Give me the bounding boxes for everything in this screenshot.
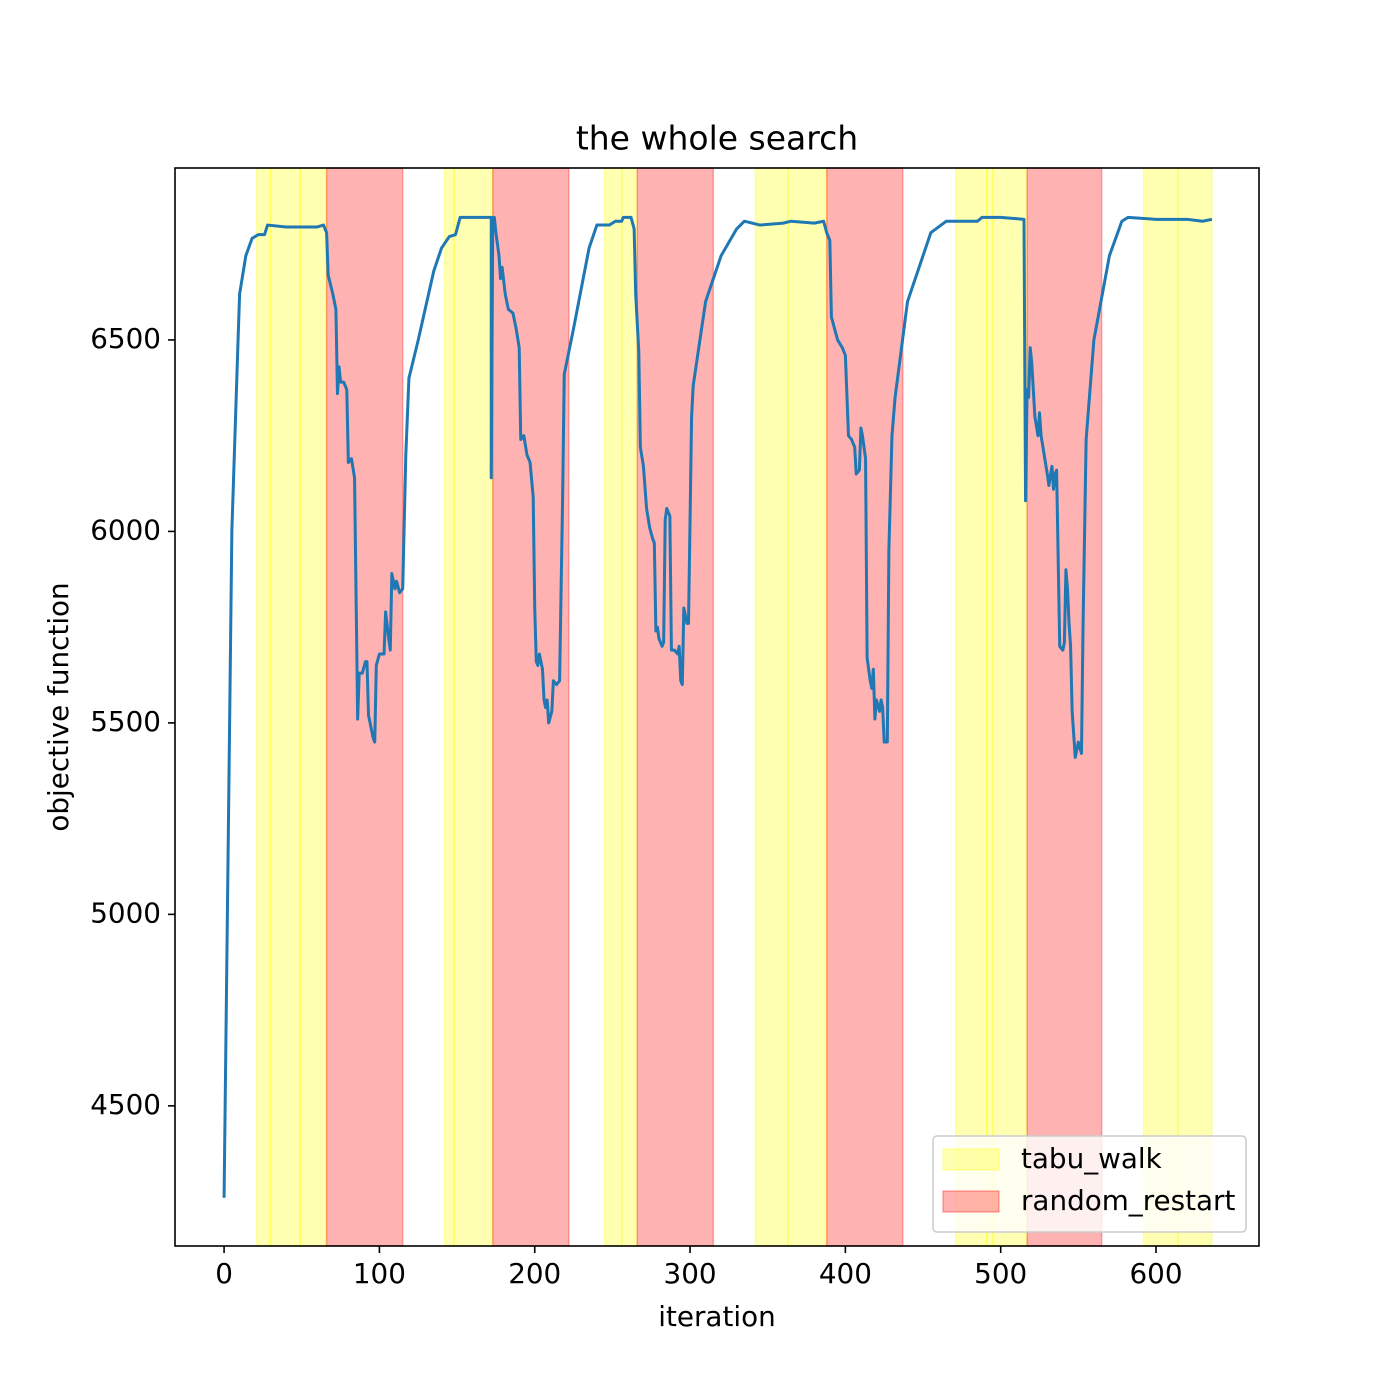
x-tick-label: 600: [1129, 1257, 1182, 1290]
span: [603, 167, 623, 1247]
x-tick-label: 200: [508, 1257, 561, 1290]
axes-frame: [174, 167, 1260, 1247]
span: [443, 167, 455, 1247]
span: [992, 167, 1028, 1247]
x-axis-label: iteration: [658, 1300, 775, 1333]
span: [754, 167, 789, 1247]
legend-label: tabu_walk: [1021, 1142, 1163, 1175]
span: [1142, 167, 1179, 1247]
y-tick-label: 5000: [90, 896, 161, 929]
data-line: [222, 215, 1213, 1198]
span: [492, 167, 570, 1247]
x-tick-label: 0: [215, 1257, 233, 1290]
legend-label: random_restart: [1021, 1184, 1235, 1217]
x-tick-label: 400: [819, 1257, 872, 1290]
span: [269, 167, 301, 1247]
y-axis-label: objective function: [42, 582, 75, 831]
y-tick-label: 5500: [90, 705, 161, 738]
y-tick-label: 6000: [90, 513, 161, 546]
span: [620, 167, 638, 1247]
x-tick-label: 300: [664, 1257, 717, 1290]
y-tick-label: 6500: [90, 322, 161, 355]
span: [453, 167, 494, 1247]
span: [325, 167, 404, 1247]
legend-swatch: [942, 1148, 1000, 1171]
span: [1026, 167, 1103, 1247]
legend-box: [932, 1135, 1247, 1233]
x-tick-label: 100: [353, 1257, 406, 1290]
span: [985, 167, 994, 1247]
span: [825, 167, 904, 1247]
span: [1177, 167, 1213, 1247]
legend-swatch: [942, 1190, 1000, 1213]
span: [787, 167, 828, 1247]
span: [255, 167, 272, 1247]
span: [299, 167, 328, 1247]
x-tick-label: 500: [974, 1257, 1027, 1290]
span: [636, 167, 715, 1247]
y-tick-label: 4500: [90, 1088, 161, 1121]
chart-title: the whole search: [576, 119, 858, 158]
span: [954, 167, 988, 1247]
